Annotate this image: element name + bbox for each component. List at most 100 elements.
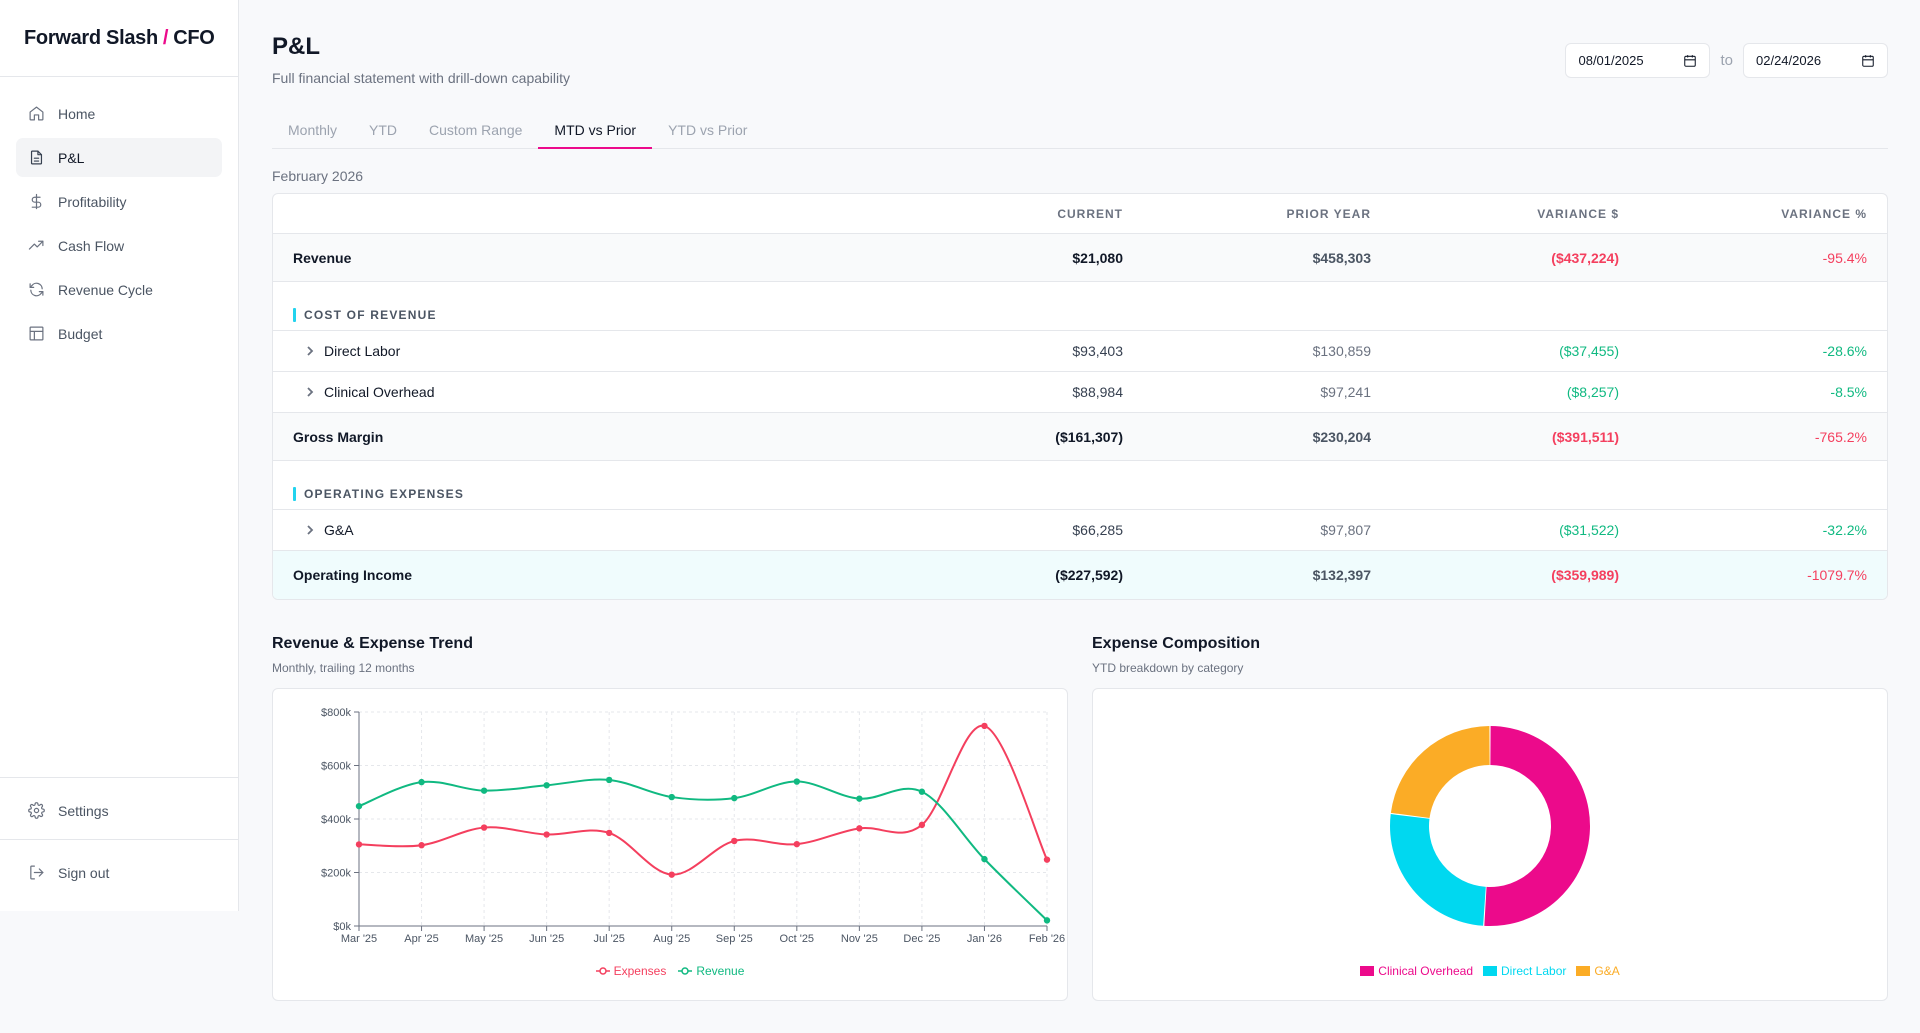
sidebar-item-label: Settings [58, 802, 109, 819]
calendar-icon[interactable] [1861, 54, 1875, 68]
legend-marker-icon [678, 967, 693, 975]
sidebar-nav: Home P&L Profitability Cash Flow Revenue… [0, 77, 238, 353]
table-row-operating-income: Operating Income ($227,592) $132,397 ($3… [273, 551, 1887, 599]
data-point-expenses[interactable] [605, 829, 613, 837]
sidebar-item-settings[interactable]: Settings [16, 791, 222, 830]
tab-ytd-vs-prior[interactable]: YTD vs Prior [668, 122, 748, 138]
sidebar-item-label: P&L [58, 149, 85, 166]
data-point-expenses[interactable] [543, 831, 550, 838]
x-tick-label: Feb '26 [1029, 933, 1065, 945]
legend-label: Expenses [613, 964, 667, 978]
column-header-current: CURRENT [1057, 206, 1123, 221]
date-to-input[interactable]: 02/24/2026 [1743, 43, 1888, 78]
data-point-expenses[interactable] [793, 840, 801, 848]
table-row-direct-labor[interactable]: Direct Labor $93,403 $130,859 ($37,455) … [273, 331, 1887, 372]
page-title: P&L [272, 33, 320, 60]
brand-name: Forward Slash [24, 26, 158, 49]
x-tick-label: Mar '25 [341, 933, 377, 945]
period-label: February 2026 [272, 168, 364, 184]
donut-slice-g-a[interactable] [1390, 726, 1490, 818]
cell-current: $21,080 [1072, 249, 1123, 266]
data-point-expenses[interactable] [418, 842, 425, 849]
y-tick-label: $0k [333, 921, 351, 933]
data-point-expenses[interactable] [355, 841, 363, 848]
cell-prior: $97,807 [1320, 522, 1371, 538]
cell-variance-pct: -8.5% [1830, 384, 1867, 400]
cell-variance-pct: -95.4% [1822, 249, 1867, 266]
sidebar-item-revenue-cycle[interactable]: Revenue Cycle [16, 270, 222, 309]
data-point-revenue[interactable] [668, 793, 675, 801]
donut-slice-direct-labor[interactable] [1390, 814, 1486, 926]
sidebar-item-label: Revenue Cycle [58, 281, 153, 298]
chevron-right-icon[interactable] [305, 387, 315, 397]
composition-chart-title: Expense Composition [1092, 635, 1261, 652]
x-tick-label: Aug '25 [653, 933, 690, 945]
table-header: CURRENT PRIOR YEAR VARIANCE $ VARIANCE % [273, 194, 1887, 234]
row-label-wrap: Clinical Overhead [273, 384, 895, 400]
row-label: Gross Margin [293, 428, 384, 445]
legend-item-direct-labor[interactable]: Direct Labor [1483, 964, 1566, 978]
sidebar-item-home[interactable]: Home [16, 94, 222, 133]
tab-monthly[interactable]: Monthly [288, 122, 338, 138]
data-point-revenue[interactable] [418, 778, 425, 786]
chevron-right-icon[interactable] [305, 346, 315, 356]
data-point-revenue[interactable] [543, 782, 550, 789]
data-point-revenue[interactable] [793, 778, 801, 785]
data-point-expenses[interactable] [981, 722, 988, 730]
y-tick-label: $800k [321, 707, 351, 719]
cell-prior: $132,397 [1312, 567, 1371, 583]
tab-mtd-vs-prior[interactable]: MTD vs Prior [538, 115, 653, 149]
chevron-right-icon[interactable] [305, 525, 315, 535]
date-to-value: 02/24/2026 [1756, 53, 1822, 68]
table-row-ga[interactable]: G&A $66,285 $97,807 ($31,522) -32.2% [273, 510, 1887, 551]
tab-custom-range[interactable]: Custom Range [429, 122, 523, 138]
legend-item-clinical-overhead[interactable]: Clinical Overhead [1360, 964, 1473, 978]
row-label: Clinical Overhead [324, 384, 435, 400]
y-tick-label: $600k [321, 761, 351, 773]
data-point-expenses[interactable] [731, 837, 738, 845]
sidebar-item-budget[interactable]: Budget [16, 314, 222, 353]
pl-table: CURRENT PRIOR YEAR VARIANCE $ VARIANCE %… [272, 193, 1888, 600]
data-point-expenses[interactable] [918, 821, 926, 829]
refresh-icon [29, 282, 44, 297]
data-point-revenue[interactable] [1043, 917, 1051, 924]
x-tick-label: Jan '26 [967, 933, 1002, 945]
cell-current: ($161,307) [1055, 428, 1123, 445]
section-label: OPERATING EXPENSES [273, 487, 1887, 501]
table-row-revenue: Revenue $21,080 $458,303 ($437,224) -95.… [273, 234, 1887, 282]
page-subtitle: Full financial statement with drill-down… [272, 70, 571, 86]
legend-item-expenses[interactable]: Expenses [595, 964, 667, 978]
sidebar-item-label: Budget [58, 325, 103, 342]
data-point-expenses[interactable] [856, 825, 863, 832]
chart-grid: $0k $200k $400k $600k $800k Mar '25 Apr '25 May… [321, 707, 1065, 945]
brand-slash: / [162, 26, 169, 49]
table-row-clinical-overhead[interactable]: Clinical Overhead $88,984 $97,241 ($8,25… [273, 372, 1887, 413]
sidebar-item-profitability[interactable]: Profitability [16, 182, 222, 221]
cell-current: $66,285 [1072, 522, 1123, 538]
sidebar-item-cash-flow[interactable]: Cash Flow [16, 226, 222, 265]
data-point-revenue[interactable] [918, 788, 926, 795]
legend-item-g-a[interactable]: G&A [1576, 964, 1620, 978]
document-icon [30, 150, 43, 165]
data-point-revenue[interactable] [981, 855, 988, 863]
legend-item-revenue[interactable]: Revenue [678, 964, 744, 978]
donut-slice-clinical-overhead[interactable] [1484, 726, 1591, 926]
cell-prior: $230,204 [1312, 428, 1371, 445]
data-point-expenses[interactable] [480, 824, 488, 831]
data-point-revenue[interactable] [480, 787, 488, 794]
calendar-icon[interactable] [1683, 54, 1697, 68]
data-point-revenue[interactable] [856, 795, 863, 802]
tab-ytd[interactable]: YTD [369, 122, 398, 138]
sidebar-item-label: Sign out [58, 864, 110, 881]
cell-variance-pct: -1079.7% [1807, 567, 1867, 583]
data-point-revenue[interactable] [731, 794, 738, 802]
data-point-expenses[interactable] [1043, 856, 1051, 863]
sidebar-item-pl[interactable]: P&L [16, 138, 222, 177]
legend-marker-icon [595, 967, 610, 975]
data-point-revenue[interactable] [355, 802, 363, 810]
sidebar-item-sign-out[interactable]: Sign out [16, 853, 222, 892]
data-point-expenses[interactable] [668, 871, 675, 878]
data-point-revenue[interactable] [605, 776, 613, 784]
date-from-input[interactable]: 08/01/2025 [1565, 43, 1711, 78]
section-operating-expenses: OPERATING EXPENSES [273, 461, 1887, 510]
